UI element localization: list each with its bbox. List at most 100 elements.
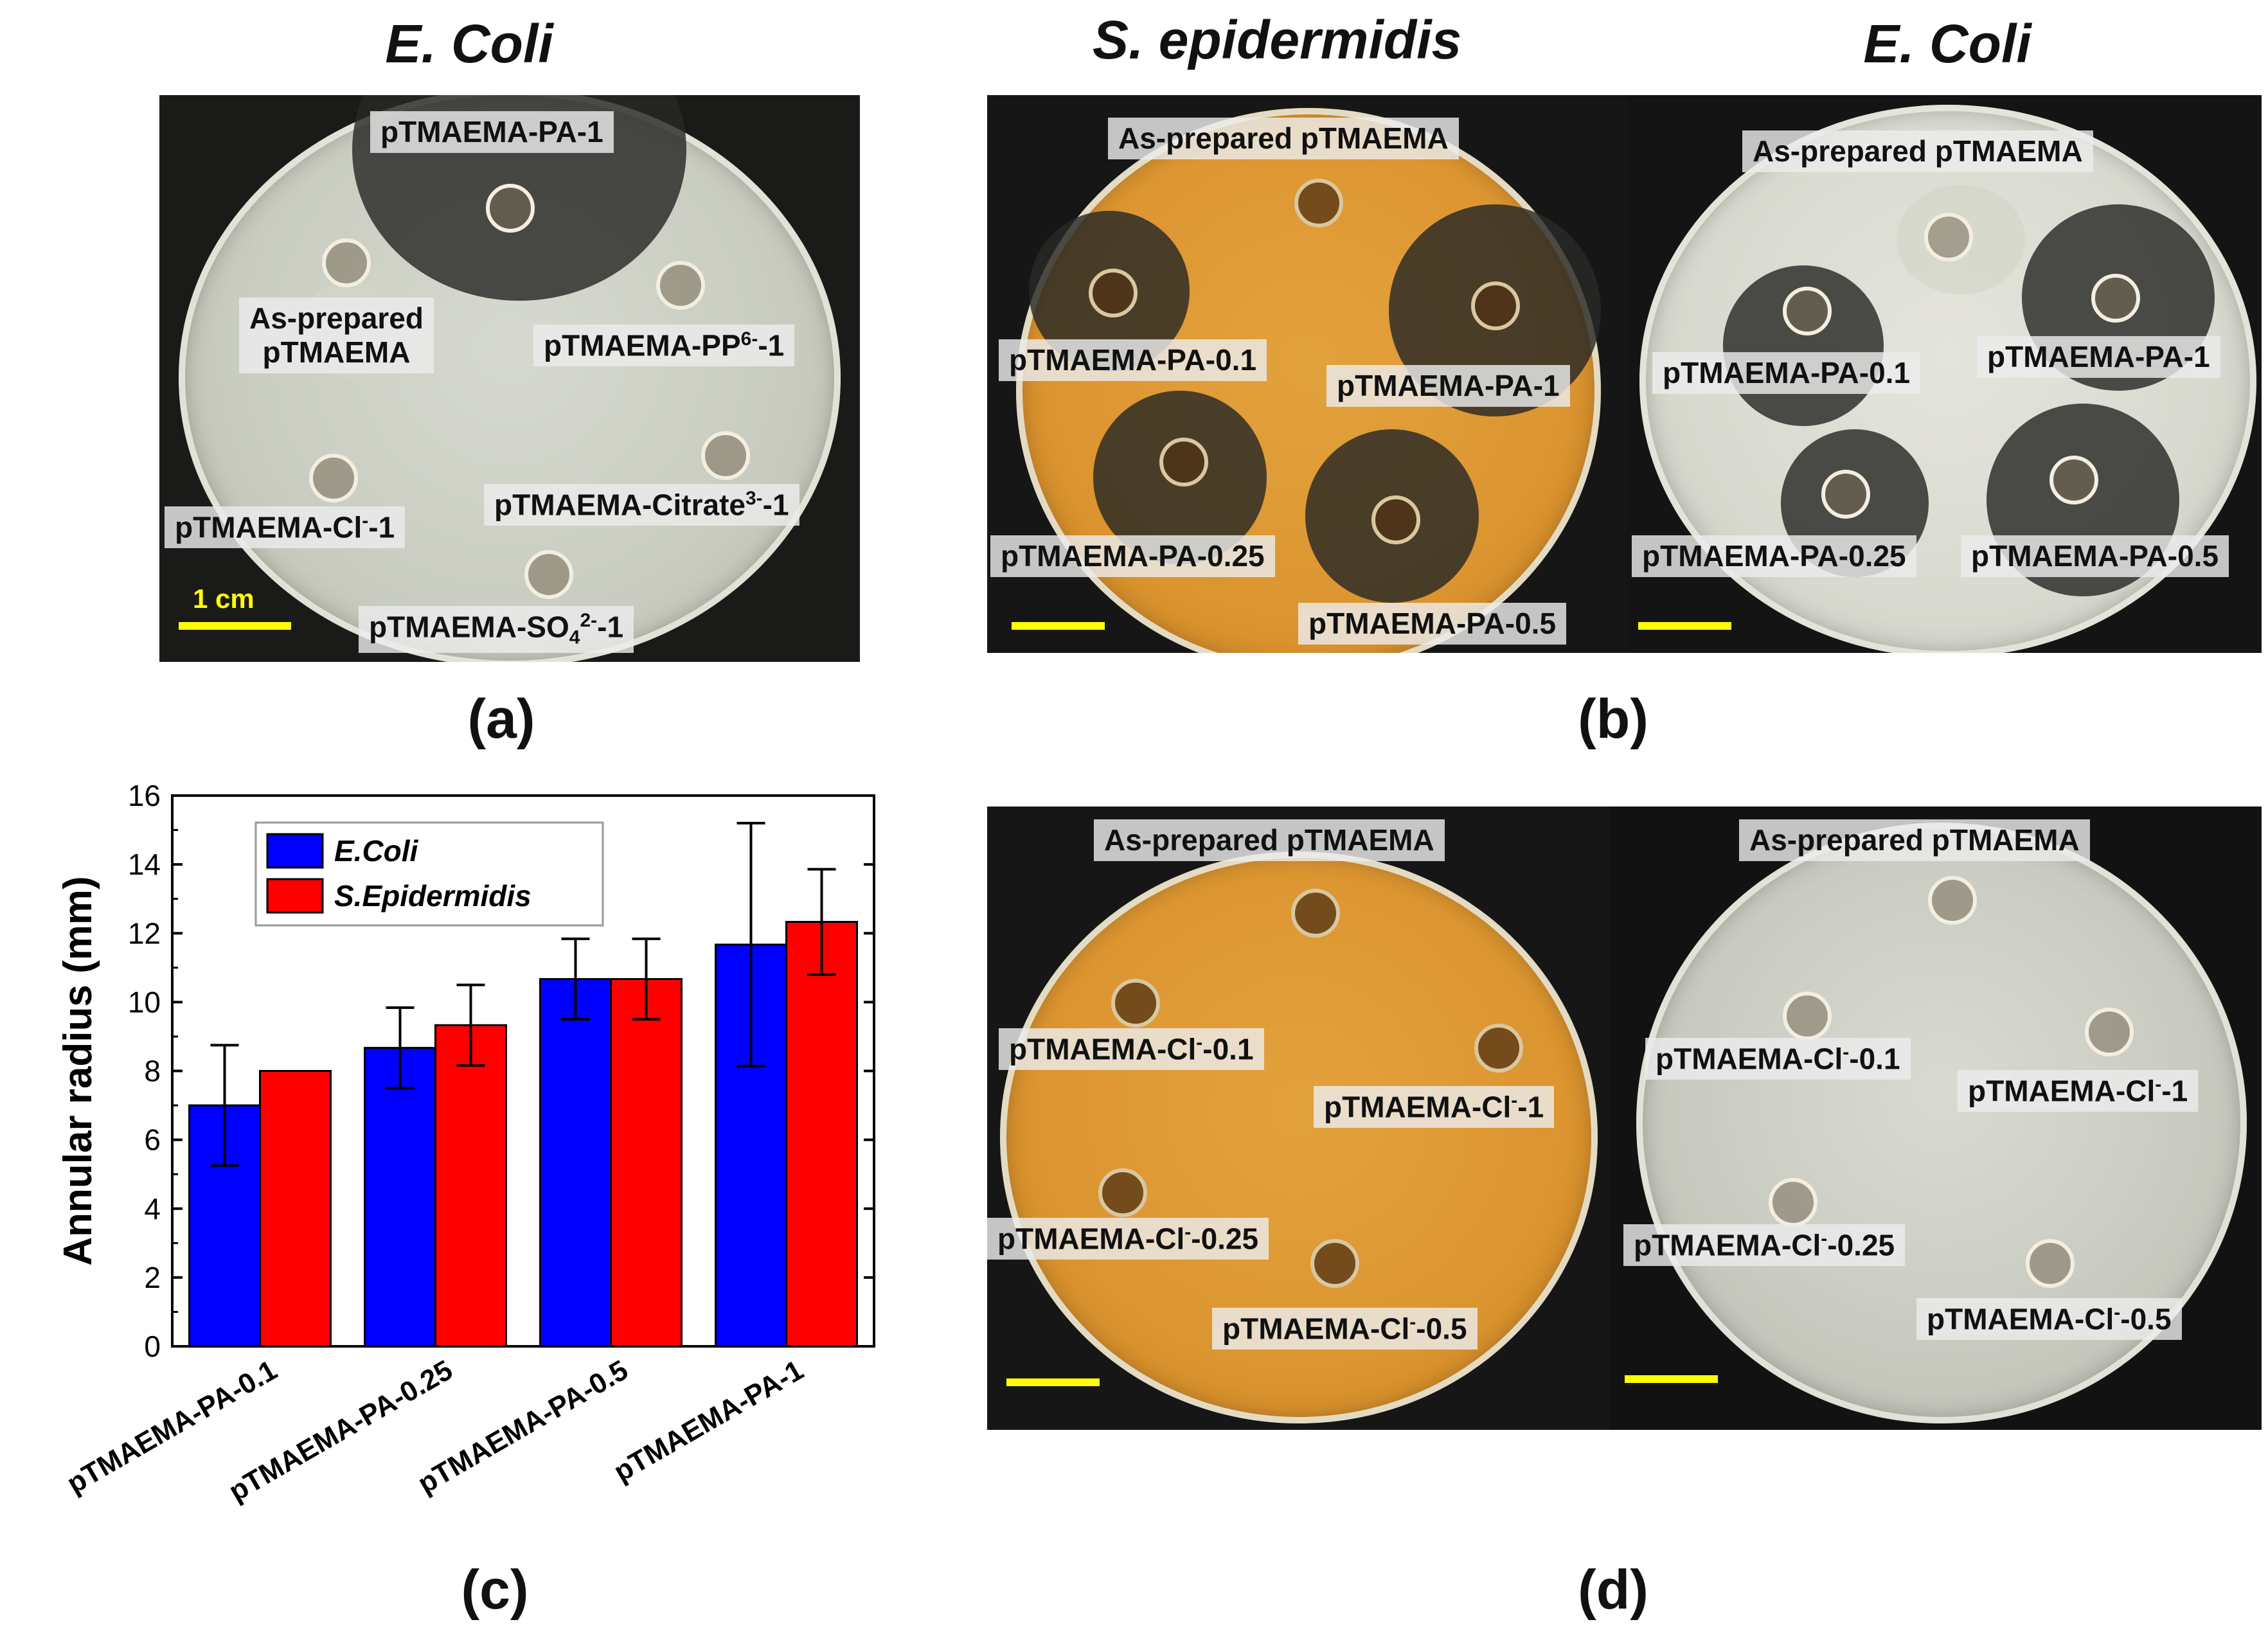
label-pp6-charge: 6- (740, 328, 758, 350)
label-cl-charge: - (1409, 1312, 1416, 1333)
scale-bar (179, 622, 291, 630)
sample-well (1098, 1168, 1147, 1217)
label-cl-0-25: pTMAEMA-Cl--0.25 (987, 1218, 1269, 1260)
y-tick-label: 0 (144, 1330, 161, 1363)
y-tick-label: 2 (144, 1261, 161, 1294)
caption-b: (b) (1578, 688, 1648, 750)
sample-well (1310, 1239, 1359, 1288)
legend-label: E.Coli (334, 834, 419, 868)
label-cl-base: pTMAEMA-Cl (1009, 1032, 1197, 1066)
label-as-prepared-line2: pTMAEMA (262, 335, 411, 369)
sample-well (656, 261, 705, 310)
y-tick-label: 6 (144, 1123, 161, 1157)
label-cl-charge: - (2114, 1302, 2121, 1323)
sample-well (1291, 889, 1340, 938)
label-cl-tail: -0.25 (1827, 1228, 1895, 1262)
label-cl-base: pTMAEMA-Cl (175, 510, 362, 544)
sample-well (1474, 1024, 1523, 1073)
label-cl-charge: - (1184, 1222, 1192, 1243)
label-cl-tail: -1 (368, 510, 395, 544)
label-pa-0-1: pTMAEMA-PA-0.1 (999, 339, 1267, 381)
label-cl-tail: -0.1 (1202, 1032, 1254, 1066)
scale-bar (1625, 1375, 1718, 1383)
chart-layer: 0 2 4 6 8 10 12 14 16 Annular radius (mm) pTMAEMA-… (56, 779, 875, 1508)
label-pa-0-5: pTMAEMA-PA-0.5 (1298, 603, 1567, 645)
label-cl-charge: - (1511, 1090, 1518, 1111)
caption-d: (d) (1578, 1559, 1648, 1621)
sample-well (322, 238, 371, 287)
label-cl-tail: -0.5 (1416, 1312, 1467, 1346)
sample-well (1821, 470, 1870, 519)
scale-bar (1012, 622, 1105, 630)
sample-well (2085, 1008, 2134, 1056)
label-cl-tail: -1 (2161, 1074, 2188, 1108)
label-cl-charge: - (362, 510, 369, 531)
bar (539, 977, 612, 1348)
legend-swatch (266, 833, 324, 869)
label-cl-charge: - (1821, 1228, 1828, 1249)
label-pa-1: pTMAEMA-PA-1 (1977, 336, 2220, 378)
label-cl-charge: - (1196, 1032, 1203, 1053)
label-cl-tail: -0.1 (1849, 1042, 1900, 1076)
sample-well (524, 550, 573, 599)
label-cl-base: pTMAEMA-Cl (1927, 1302, 2114, 1336)
label-cl-1: pTMAEMA-Cl--1 (1314, 1086, 1555, 1128)
label-cl-0-1: pTMAEMA-Cl--0.1 (1645, 1038, 1911, 1080)
y-tick-label: 10 (128, 985, 161, 1019)
label-as-prepared: As-prepared pTMAEMA (1108, 118, 1459, 159)
sample-well (701, 431, 750, 480)
heading-a: E. Coli (385, 13, 553, 74)
legend-label: S.Epidermidis (334, 879, 531, 913)
sample-well (2091, 274, 2140, 323)
legend-swatch (266, 878, 324, 914)
photo-panel-b-left: As-prepared pTMAEMA pTMAEMA-PA-0.1 pTMAE… (987, 95, 1627, 653)
sample-well (1924, 213, 1973, 262)
sample-well (2026, 1239, 2075, 1288)
photo-panel-a: pTMAEMA-PA-1 As-prepared pTMAEMA pTMAEMA… (159, 95, 860, 662)
scale-bar-label: 1 cm (193, 584, 254, 614)
label-citrate-base: pTMAEMA-Citrate (494, 488, 746, 522)
label-as-prepared-line1: As-prepared (249, 301, 424, 335)
y-tick-label: 4 (144, 1192, 161, 1226)
label-as-prepared: As-prepared pTMAEMA (1094, 819, 1445, 861)
label-cl-base: pTMAEMA-Cl (1656, 1042, 1843, 1076)
y-tick-label: 8 (144, 1055, 161, 1088)
label-cl-base: pTMAEMA-Cl (1324, 1090, 1512, 1124)
sample-well (1783, 287, 1832, 335)
photo-panel-b-right: As-prepared pTMAEMA pTMAEMA-PA-0.1 pTMAE… (1627, 95, 2262, 653)
sample-well (486, 184, 535, 233)
sample-well (1159, 438, 1208, 486)
sample-well (1471, 281, 1520, 330)
label-cl: pTMAEMA-Cl--1 (165, 506, 406, 549)
caption-c: (c) (461, 1559, 529, 1621)
bar (610, 977, 683, 1348)
caption-a: (a) (467, 688, 535, 750)
label-cl-tail: -1 (1517, 1090, 1544, 1124)
sample-well (2049, 456, 2098, 504)
bar (434, 1024, 507, 1348)
label-cl-base: pTMAEMA-Cl (997, 1222, 1185, 1256)
label-pa-0-5: pTMAEMA-PA-0.5 (1961, 535, 2229, 577)
label-so4-charge: 2- (580, 610, 598, 631)
x-tick-label: pTMAEMA-PA-1 (609, 1354, 809, 1488)
sample-well (1371, 495, 1420, 544)
label-pa-0-25: pTMAEMA-PA-0.25 (990, 535, 1275, 577)
y-tick-label: 16 (128, 779, 161, 812)
label-cl-tail: -0.5 (2120, 1302, 2172, 1336)
label-so4: pTMAEMA-SO42--1 (359, 606, 634, 654)
y-tick-label: 14 (128, 848, 161, 881)
sample-well (1294, 179, 1343, 227)
label-so4-base: pTMAEMA-SO (369, 610, 569, 644)
sample-well (1111, 979, 1160, 1028)
sample-well (1928, 876, 1977, 925)
label-cl-0-5: pTMAEMA-Cl--0.5 (1916, 1298, 2182, 1341)
photo-panel-d-right: As-prepared pTMAEMA pTMAEMA-Cl--0.1 pTMA… (1611, 807, 2262, 1430)
label-cl-base: pTMAEMA-Cl (1968, 1074, 2156, 1108)
label-cl-charge: - (2155, 1074, 2162, 1095)
label-citrate: pTMAEMA-Citrate3--1 (484, 484, 799, 526)
bar (364, 1047, 436, 1348)
label-cl-tail: -0.25 (1191, 1222, 1259, 1256)
label-so4-subscript: 4 (569, 627, 580, 648)
label-cl-base: pTMAEMA-Cl (1634, 1228, 1821, 1262)
